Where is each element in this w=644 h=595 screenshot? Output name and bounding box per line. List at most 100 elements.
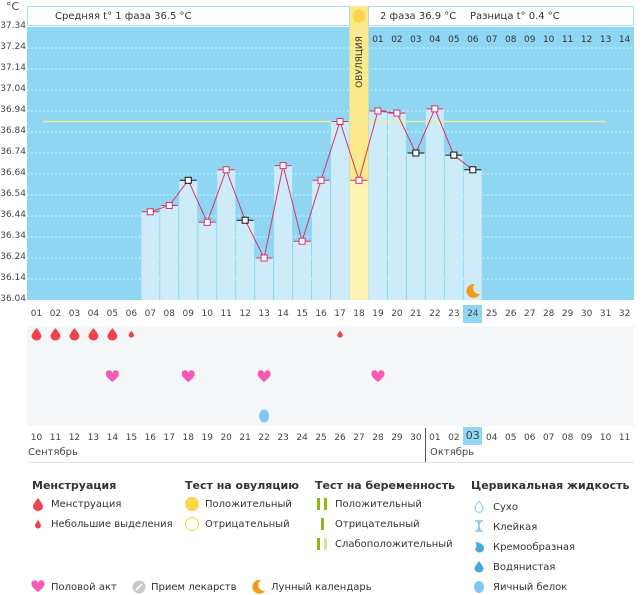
y-axis-unit: °C [6, 0, 20, 13]
cycle-day-label[interactable]: 11 [220, 309, 232, 319]
calendar-date-label[interactable]: 30 [410, 433, 422, 443]
phase2-day-label: 11 [562, 35, 573, 45]
cervical-watery-icon [474, 561, 484, 573]
calendar-date-label[interactable]: 20 [220, 433, 232, 443]
legend-pregnancy-faint: Слабоположительный [335, 539, 453, 550]
calendar-date-label[interactable]: 09 [580, 433, 593, 443]
phase2-day-label: 12 [581, 35, 592, 45]
y-tick-label: 36.54 [0, 189, 26, 199]
cycle-day-label[interactable]: 22 [429, 309, 441, 319]
cycle-day-label[interactable]: 31 [599, 309, 612, 319]
calendar-date-label[interactable]: 10 [599, 433, 612, 443]
calendar-date-label[interactable]: 16 [144, 433, 157, 443]
calendar-date-label[interactable]: 26 [334, 433, 346, 443]
cycle-day-label[interactable]: 10 [201, 309, 213, 319]
y-tick-label: 37.24 [0, 42, 26, 52]
calendar-date-label[interactable]: 15 [125, 433, 138, 443]
calendar-date-label[interactable]: 02 [448, 433, 460, 443]
legend-title-pregnancy-test: Тест на беременность [315, 479, 456, 492]
temperature-point [241, 216, 249, 224]
spotting-drop-icon [337, 330, 343, 338]
calendar-date-label[interactable]: 04 [486, 433, 498, 443]
calendar-date-label[interactable]: 28 [372, 433, 384, 443]
calendar-date-label[interactable]: 12 [68, 433, 81, 443]
cycle-day-label[interactable]: 12 [239, 309, 251, 319]
cycle-day-label[interactable]: 18 [353, 309, 365, 319]
temperature-bar [274, 165, 293, 300]
y-tick-label: 37.34 [0, 21, 26, 31]
calendar-date-label[interactable]: 11 [618, 433, 631, 443]
temperature-bar [160, 205, 179, 300]
legend-title-cervical: Цервикальная жидкость [471, 479, 630, 492]
temperature-point [222, 166, 230, 174]
cycle-day-label[interactable]: 24 [463, 305, 483, 323]
cycle-day-label[interactable]: 29 [561, 309, 574, 319]
calendar-date-label[interactable]: 18 [182, 433, 194, 443]
temperature-point [317, 176, 325, 184]
calendar-date-label[interactable]: 17 [163, 433, 175, 443]
menstruation-drop-icon [88, 328, 99, 341]
cycle-day-label[interactable]: 27 [523, 309, 536, 319]
temperature-bar [387, 113, 406, 300]
cycle-day-label[interactable]: 03 [68, 309, 81, 319]
calendar-date-label[interactable]: 14 [106, 433, 119, 443]
calendar-date-label[interactable]: 01 [429, 433, 441, 443]
cervical-creamy-icon [475, 542, 485, 553]
calendar-date-label[interactable]: 07 [542, 433, 555, 443]
legend-intercourse: Половой акт [51, 582, 117, 593]
calendar-date-label[interactable]: 11 [49, 433, 62, 443]
cycle-day-label[interactable]: 19 [372, 309, 384, 319]
cycle-day-label[interactable]: 25 [486, 309, 498, 319]
cycle-day-label[interactable]: 23 [448, 309, 460, 319]
cycle-day-axis: 01 02 03 04 05 06 07 08 09 10 11 12 13 14 15 16 17 18 19 20… [0, 305, 644, 323]
menstruation-drop-icon [31, 328, 42, 341]
cycle-day-label[interactable]: 32 [618, 309, 631, 319]
cycle-day-label[interactable]: 08 [163, 309, 175, 319]
cycle-day-label[interactable]: 09 [182, 309, 194, 319]
cycle-day-label[interactable]: 21 [410, 309, 422, 319]
cycle-day-label[interactable]: 16 [315, 309, 327, 319]
y-tick-label: 36.24 [0, 252, 26, 262]
cycle-day-label[interactable]: 04 [87, 309, 100, 319]
temperature-line [150, 107, 474, 260]
ovulation-negative-icon [185, 517, 199, 531]
legend-menstruation: Менструация [51, 499, 122, 510]
cycle-day-label[interactable]: 01 [30, 309, 43, 319]
calendar-date-label[interactable]: 08 [561, 433, 574, 443]
cycle-day-label[interactable]: 13 [258, 309, 270, 319]
calendar-date-label[interactable]: 27 [353, 433, 365, 443]
cycle-day-label[interactable]: 15 [296, 309, 308, 319]
y-tick-label: 37.14 [0, 63, 26, 73]
calendar-date-label[interactable]: 24 [296, 433, 308, 443]
cycle-day-label[interactable]: 05 [106, 309, 119, 319]
calendar-date-label[interactable]: 22 [258, 433, 270, 443]
calendar-date-label[interactable]: 19 [201, 433, 213, 443]
cycle-day-label[interactable]: 14 [277, 309, 289, 319]
calendar-date-label[interactable]: 21 [239, 433, 251, 443]
calendar-date-label[interactable]: 05 [505, 433, 517, 443]
calendar-date-label[interactable]: 10 [30, 433, 43, 443]
y-tick-label: 36.04 [0, 294, 26, 304]
temperature-bar [236, 220, 255, 300]
temperature-bar [406, 153, 425, 300]
temperature-difference: Разница t° 0.4 °C [470, 11, 560, 22]
calendar-date-label[interactable]: 29 [391, 433, 403, 443]
temperature-point [203, 218, 211, 226]
cycle-day-label[interactable]: 26 [505, 309, 517, 319]
cycle-day-label[interactable]: 20 [391, 309, 403, 319]
calendar-date-label[interactable]: 23 [277, 433, 289, 443]
intercourse-heart-icon [181, 370, 195, 382]
phase2-day-label: 01 [372, 35, 383, 45]
cycle-day-label[interactable]: 02 [49, 309, 62, 319]
legend-cervical-creamy: Кремообразная [493, 542, 576, 553]
cycle-day-label[interactable]: 30 [580, 309, 593, 319]
cycle-day-label[interactable]: 07 [144, 309, 157, 319]
calendar-date-label[interactable]: 06 [523, 433, 536, 443]
calendar-date-label[interactable]: 25 [315, 433, 327, 443]
calendar-date-label[interactable]: 13 [87, 433, 100, 443]
calendar-date-label[interactable]: 03 [463, 427, 483, 445]
legend-pregnancy-positive: Положительный [335, 499, 422, 510]
cycle-day-label[interactable]: 28 [542, 309, 555, 319]
cycle-day-label[interactable]: 06 [125, 309, 138, 319]
cycle-day-label[interactable]: 17 [334, 309, 346, 319]
